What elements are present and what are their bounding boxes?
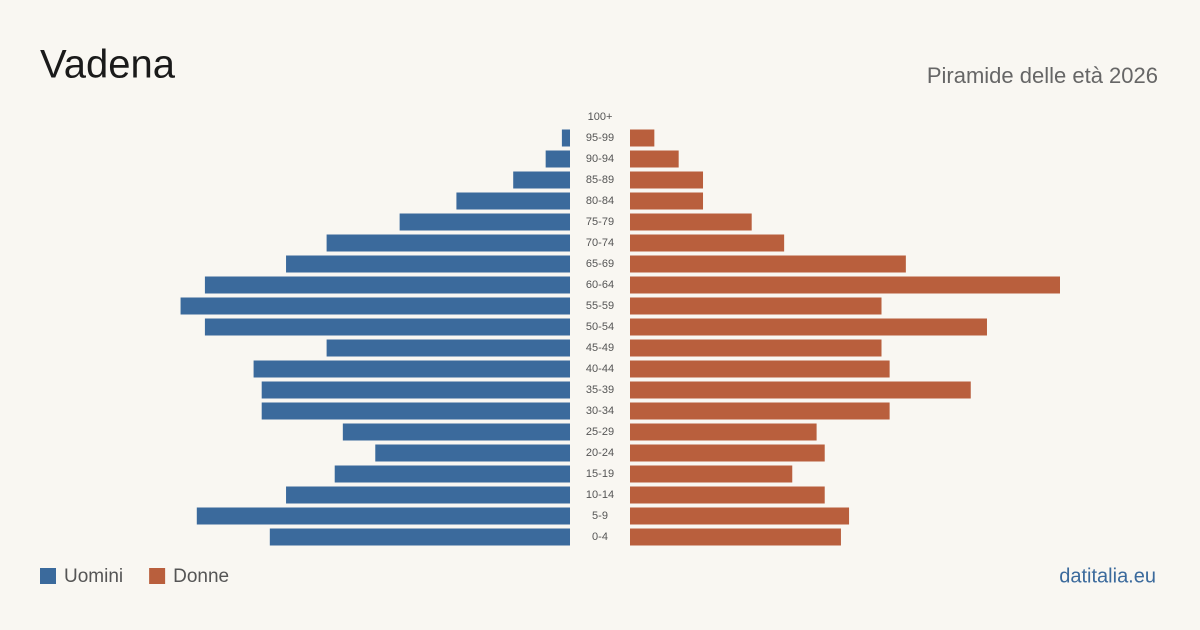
bar (545, 150, 570, 168)
bar (630, 192, 704, 210)
age-label: 20-24 (586, 447, 614, 459)
bar (253, 360, 570, 378)
age-label: 15-19 (586, 468, 614, 480)
bar (630, 465, 793, 483)
bar (286, 486, 570, 504)
bar (630, 360, 890, 378)
age-label: 40-44 (586, 363, 614, 375)
bar (204, 276, 571, 294)
bar (630, 129, 655, 147)
age-label: 80-84 (586, 195, 614, 207)
bar (630, 255, 906, 273)
bar (630, 486, 825, 504)
chart-subtitle: Piramide delle età 2026 (927, 63, 1158, 88)
age-label: 65-69 (586, 258, 614, 270)
age-label: 35-39 (586, 384, 614, 396)
bar (334, 465, 570, 483)
age-label: 30-34 (586, 405, 614, 417)
bar (630, 528, 841, 546)
bar (630, 507, 850, 525)
bar (261, 381, 570, 399)
age-label: 55-59 (586, 300, 614, 312)
bar (399, 213, 570, 231)
bar (196, 507, 570, 525)
bar (286, 255, 570, 273)
bar (561, 129, 570, 147)
bar (630, 444, 825, 462)
bar (630, 402, 890, 420)
bar (456, 192, 570, 210)
bar (204, 318, 571, 336)
bar (375, 444, 570, 462)
age-label: 10-14 (586, 489, 614, 501)
bar (180, 297, 570, 315)
bar (513, 171, 570, 189)
age-label: 50-54 (586, 321, 614, 333)
age-label: 25-29 (586, 426, 614, 438)
bar (630, 150, 679, 168)
age-label: 95-99 (586, 132, 614, 144)
legend-swatch (149, 568, 166, 584)
bar (630, 423, 817, 441)
source: datitalia.eu (1059, 565, 1156, 587)
bar (261, 402, 570, 420)
bar (630, 234, 785, 252)
age-label: 70-74 (586, 237, 614, 249)
age-label: 5-9 (592, 510, 608, 522)
age-label: 75-79 (586, 216, 614, 228)
age-label: 0-4 (592, 531, 608, 543)
age-label: 85-89 (586, 174, 614, 186)
legend-label: Uomini (64, 566, 123, 587)
bar (630, 297, 882, 315)
bar (630, 171, 704, 189)
bar (326, 339, 570, 357)
bar (326, 234, 570, 252)
bar (630, 276, 1060, 294)
legend-label: Donne (173, 566, 229, 587)
legend-swatch (40, 568, 56, 584)
bar (630, 381, 971, 399)
bar (342, 423, 570, 441)
age-label: 90-94 (586, 153, 614, 165)
chart-title: Vadena (40, 43, 176, 87)
bar (630, 318, 987, 336)
age-label: 100+ (588, 111, 613, 123)
age-label: 45-49 (586, 342, 614, 354)
bar (630, 339, 882, 357)
age-label: 60-64 (586, 279, 614, 291)
bar (630, 213, 752, 231)
bar (269, 528, 570, 546)
